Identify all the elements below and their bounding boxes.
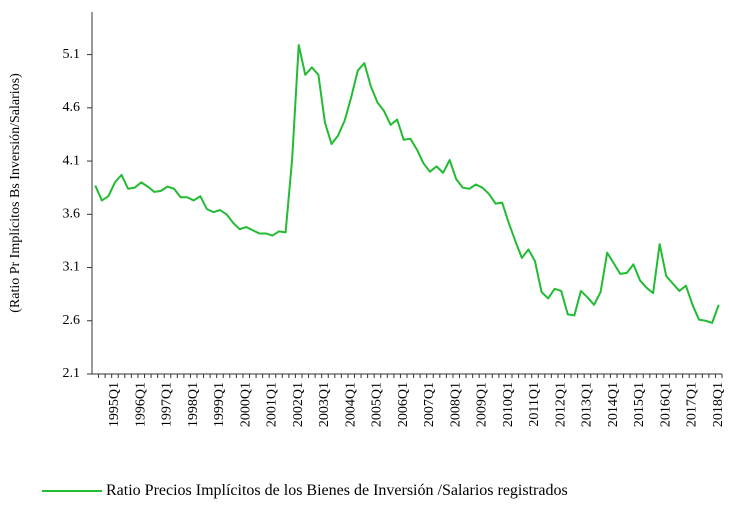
y-tick-label: 3.6	[63, 207, 81, 222]
x-tick-label: 2000Q1	[238, 382, 253, 427]
x-tick-label: 1998Q1	[186, 382, 201, 427]
x-tick-label: 2012Q1	[553, 382, 568, 427]
y-tick-label: 2.1	[63, 366, 81, 381]
x-tick-label: 2017Q1	[685, 382, 700, 427]
x-tick-label: 2007Q1	[422, 382, 437, 427]
x-tick-label: 2003Q1	[317, 382, 332, 427]
x-tick-label: 1999Q1	[212, 382, 227, 427]
y-tick-label: 2.6	[63, 313, 81, 328]
y-axis-title: (Ratio Pr Implícitos Bs Inversión/Salari…	[8, 73, 23, 313]
x-tick-label: 2001Q1	[265, 382, 280, 427]
x-tick-label: 1996Q1	[133, 382, 148, 427]
x-tick-label: 2002Q1	[291, 382, 306, 427]
y-tick-label: 3.1	[63, 260, 81, 275]
x-tick-label: 2014Q1	[606, 382, 621, 427]
x-tick-label: 2009Q1	[475, 382, 490, 427]
legend-label: Ratio Precios Implícitos de los Bienes d…	[106, 482, 568, 499]
x-tick-label: 2015Q1	[632, 382, 647, 427]
x-tick-label: 2016Q1	[658, 382, 673, 427]
x-tick-label: 2006Q1	[396, 382, 411, 427]
x-tick-label: 2004Q1	[343, 382, 358, 427]
y-tick-label: 5.1	[63, 47, 81, 62]
x-tick-label: 1997Q1	[160, 382, 175, 427]
x-tick-label: 1995Q1	[107, 382, 122, 427]
y-tick-label: 4.1	[63, 153, 81, 168]
x-tick-label: 2010Q1	[501, 382, 516, 427]
x-tick-label: 2018Q1	[711, 382, 726, 427]
x-tick-label: 2008Q1	[448, 382, 463, 427]
data-line	[94, 44, 720, 324]
x-tick-label: 2005Q1	[370, 382, 385, 427]
y-tick-label: 4.6	[63, 100, 81, 115]
x-tick-label: 2011Q1	[527, 382, 542, 427]
x-tick-label: 2013Q1	[580, 382, 595, 427]
